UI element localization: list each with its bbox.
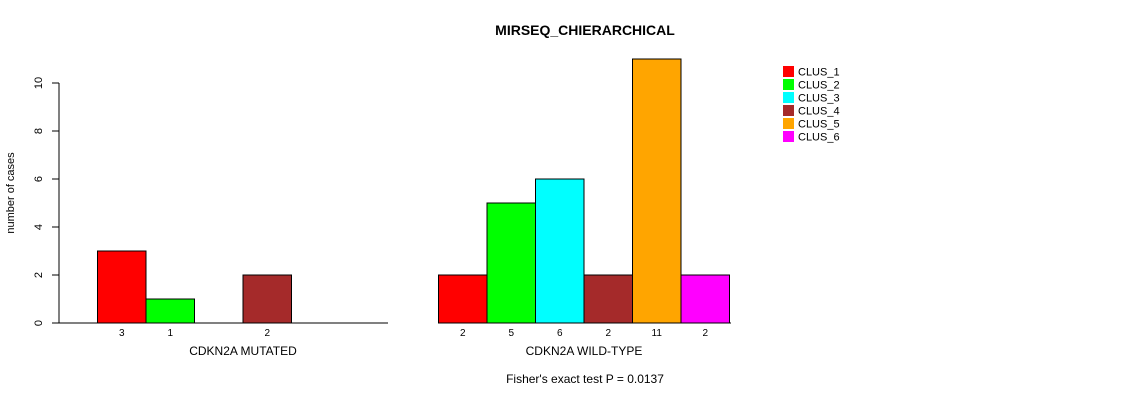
y-tick-label: 0 xyxy=(33,320,45,326)
bar-clus-4-group-2 xyxy=(583,274,633,324)
bar-clus-4-group-1 xyxy=(242,274,292,324)
bar-clus-2-group-1 xyxy=(145,298,195,324)
y-tick-label: 6 xyxy=(33,176,45,182)
fisher-test-footer: Fisher's exact test P = 0.0137 xyxy=(506,372,664,386)
legend-swatch xyxy=(783,92,794,103)
group-label-mutated: CDKN2A MUTATED xyxy=(189,344,297,358)
legend-label: CLUS_1 xyxy=(798,67,840,79)
bar-count-label: 2 xyxy=(460,328,466,339)
y-tick-label: 10 xyxy=(33,77,45,89)
legend-label: CLUS_5 xyxy=(798,119,840,131)
legend-label: CLUS_2 xyxy=(798,80,840,92)
bar-count-label: 5 xyxy=(508,328,514,339)
bar-labels-layer: 3 1 2 2 5 6 2 11 2 xyxy=(119,328,709,339)
legend-swatch xyxy=(783,118,794,129)
bar-count-label: 11 xyxy=(652,328,663,339)
bar-count-label: 2 xyxy=(264,328,270,339)
bar-clus-5-group-2 xyxy=(632,58,682,324)
bar-clus-2-group-2 xyxy=(486,202,536,324)
bars-layer xyxy=(97,58,730,324)
bar-count-label: 2 xyxy=(702,328,708,339)
bar-clus-3-group-2 xyxy=(535,178,585,324)
legend-label: CLUS_3 xyxy=(798,93,840,105)
y-tick-label: 4 xyxy=(33,224,45,230)
bar-count-label: 3 xyxy=(119,328,125,339)
legend-swatch xyxy=(783,66,794,77)
bar-count-label: 1 xyxy=(167,328,173,339)
bar-clus-1-group-2 xyxy=(438,274,488,324)
y-axis-label: number of cases xyxy=(5,152,17,234)
bar-clus-1-group-1 xyxy=(97,250,147,324)
group-label-wild-type: CDKN2A WILD-TYPE xyxy=(526,344,643,358)
chart-title: MIRSEQ_CHIERARCHICAL xyxy=(495,22,675,38)
y-axis: 0 2 4 6 8 10 xyxy=(33,77,60,326)
y-tick-label: 2 xyxy=(33,272,45,278)
legend-label: CLUS_6 xyxy=(798,132,840,144)
legend-label: CLUS_4 xyxy=(798,106,840,118)
legend-swatch xyxy=(783,131,794,142)
bar-count-label: 2 xyxy=(605,328,611,339)
bar-count-label: 6 xyxy=(557,328,563,339)
bar-clus-6-group-2 xyxy=(680,274,730,324)
legend-swatch xyxy=(783,105,794,116)
legend-swatch xyxy=(783,79,794,90)
y-tick-label: 8 xyxy=(33,128,45,134)
